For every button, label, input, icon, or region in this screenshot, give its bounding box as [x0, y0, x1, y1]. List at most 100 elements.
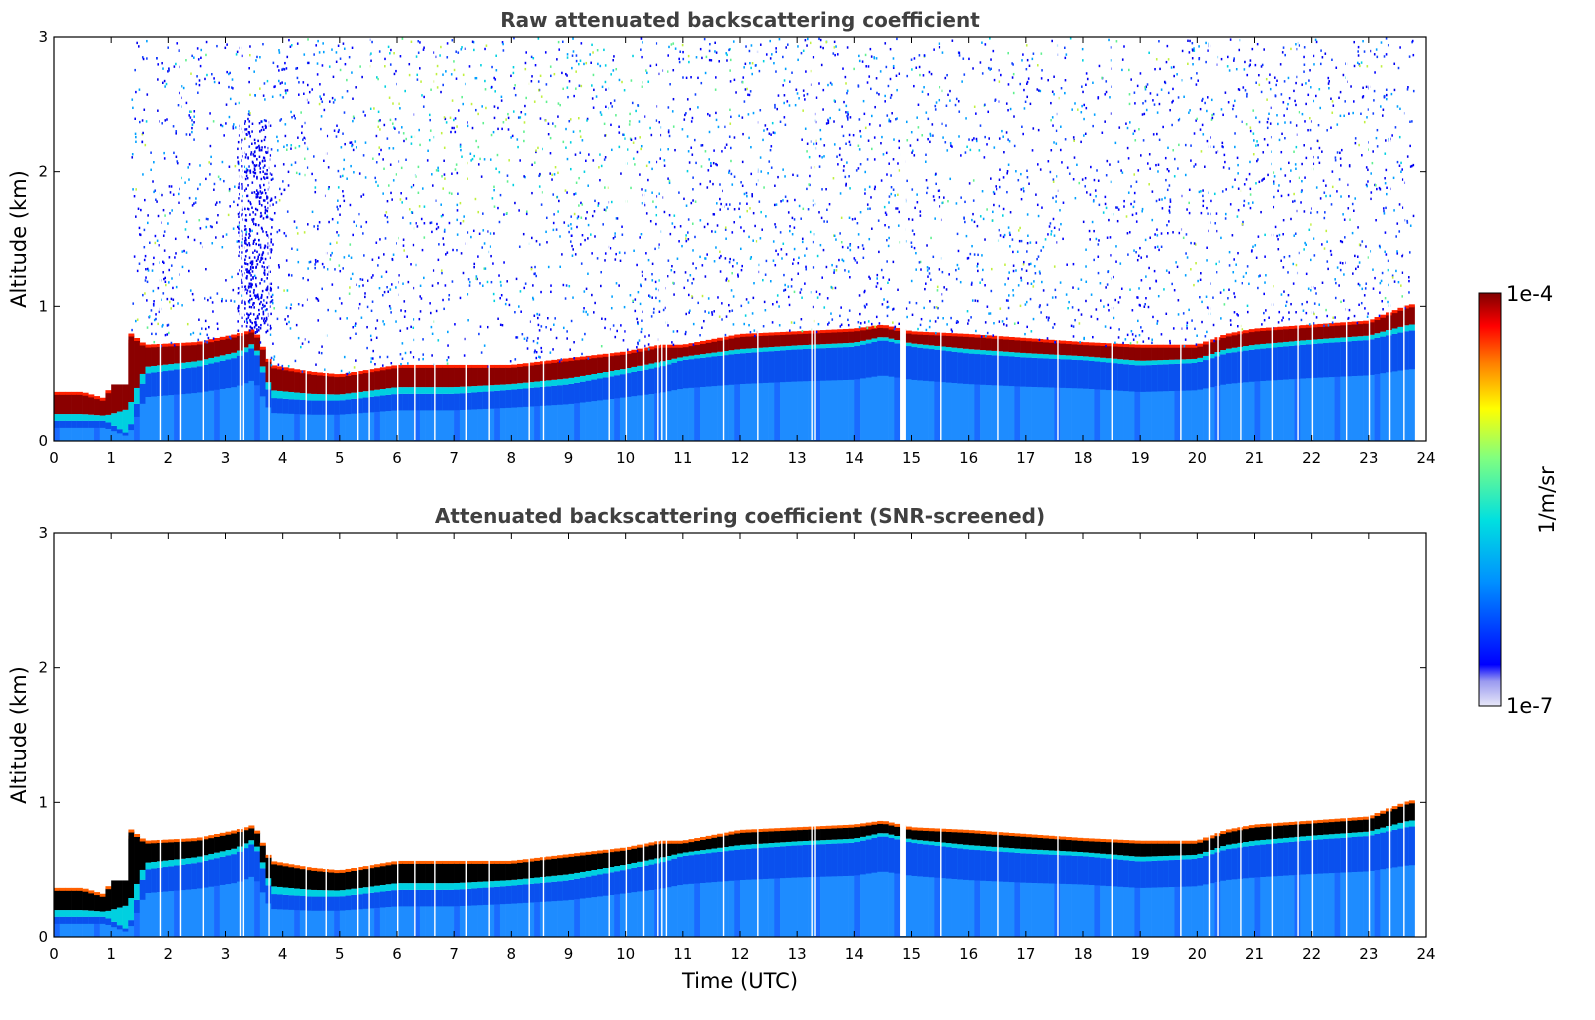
bl-column [339, 400, 346, 441]
noise-speckle [1206, 109, 1208, 113]
layer-transition [1025, 353, 1032, 358]
noise-speckle [621, 80, 623, 84]
noise-speckle [1169, 108, 1171, 112]
noise-speckle [893, 327, 896, 331]
noise-speckle [992, 210, 994, 214]
noise-speckle [1263, 292, 1265, 296]
layer-peak [1397, 309, 1404, 327]
noise-speckle [748, 49, 751, 53]
noise-speckle [1262, 178, 1264, 181]
noise-speckle [1156, 245, 1159, 248]
noise-speckle [1236, 156, 1239, 160]
layer-transition [648, 363, 655, 369]
noise-speckle [1046, 337, 1049, 340]
layer-transition [911, 343, 918, 348]
bl-column-lower [728, 354, 735, 385]
bl-column [477, 392, 484, 441]
noise-speckle [792, 173, 794, 177]
noise-speckle [1036, 88, 1039, 91]
noise-speckle [1005, 317, 1008, 320]
noise-speckle [892, 260, 895, 264]
layer-transition [888, 338, 895, 343]
noise-speckle [565, 284, 568, 287]
noise-speckle [1072, 335, 1075, 338]
noise-speckle [898, 146, 901, 150]
bl-column-lower [551, 385, 558, 406]
noise-speckle [1261, 179, 1263, 182]
bl-column-lower [717, 355, 724, 386]
bl-column [820, 348, 827, 441]
noise-speckle [471, 40, 474, 43]
noise-speckle [859, 322, 862, 325]
noise-speckle [550, 284, 552, 287]
noise-speckle [874, 105, 876, 109]
noise-speckle [315, 44, 318, 47]
noise-speckle [650, 315, 653, 318]
noise-speckle [1136, 341, 1139, 344]
bl-column [837, 347, 844, 441]
noise-speckle [575, 181, 578, 184]
bl-column-lower [82, 420, 89, 428]
noise-speckle [1185, 252, 1187, 255]
bl-column [917, 347, 924, 441]
noise-speckle [741, 160, 744, 164]
bl-column-lower [471, 392, 478, 410]
noise-speckle [1035, 193, 1037, 196]
noise-speckle [1237, 314, 1239, 317]
layer-transition [374, 389, 381, 397]
noise-speckle [731, 231, 734, 234]
layer-transition [208, 357, 215, 364]
noise-speckle [1385, 253, 1388, 256]
noise-speckle [1012, 294, 1015, 297]
noise-speckle [855, 169, 858, 172]
noise-speckle [423, 95, 425, 99]
noise-speckle [1189, 39, 1191, 43]
bl-column-lower [179, 368, 186, 395]
noise-speckle [659, 157, 662, 160]
noise-speckle [1190, 241, 1192, 245]
noise-speckle [384, 65, 386, 68]
noise-speckle [567, 95, 569, 99]
noise-speckle [1183, 95, 1185, 99]
noise-speckle [505, 118, 507, 121]
noise-speckle [1133, 200, 1136, 203]
noise-speckle [741, 184, 744, 188]
noise-speckle [500, 284, 502, 287]
noise-speckle [1200, 211, 1203, 215]
noise-speckle [1324, 211, 1326, 214]
noise-speckle [856, 222, 859, 225]
noise-speckle [1117, 336, 1120, 339]
noise-speckle [442, 243, 445, 246]
noise-speckle [640, 232, 643, 236]
layer-peak [1123, 346, 1130, 360]
layer-edge [980, 334, 987, 338]
noise-speckle [1245, 123, 1248, 126]
noise-speckle [155, 313, 157, 316]
noise-speckle [443, 173, 446, 176]
bl-column [1403, 331, 1410, 441]
noise-speckle [1336, 123, 1339, 126]
noise-speckle [670, 43, 673, 46]
layer-transition [517, 383, 524, 390]
noise-speckle [1249, 187, 1252, 191]
noise-speckle [1396, 222, 1399, 225]
noise-speckle [247, 112, 250, 116]
noise-speckle [1412, 53, 1415, 57]
noise-speckle [131, 153, 134, 156]
noise-speckle [536, 341, 539, 345]
bl-column-lower [762, 351, 769, 383]
noise-speckle [512, 66, 515, 69]
noise-speckle [887, 305, 890, 309]
layer-peak [791, 333, 798, 346]
noise-speckle [423, 276, 425, 280]
noise-speckle [1212, 296, 1214, 299]
noise-speckle [199, 332, 202, 336]
noise-speckle [1160, 232, 1163, 235]
noise-speckle [1002, 207, 1005, 211]
noise-speckle [981, 41, 983, 44]
layer-edge [757, 333, 764, 337]
noise-speckle [1284, 53, 1286, 57]
noise-speckle [418, 128, 420, 132]
noise-speckle [156, 200, 158, 203]
noise-speckle [1108, 309, 1110, 312]
